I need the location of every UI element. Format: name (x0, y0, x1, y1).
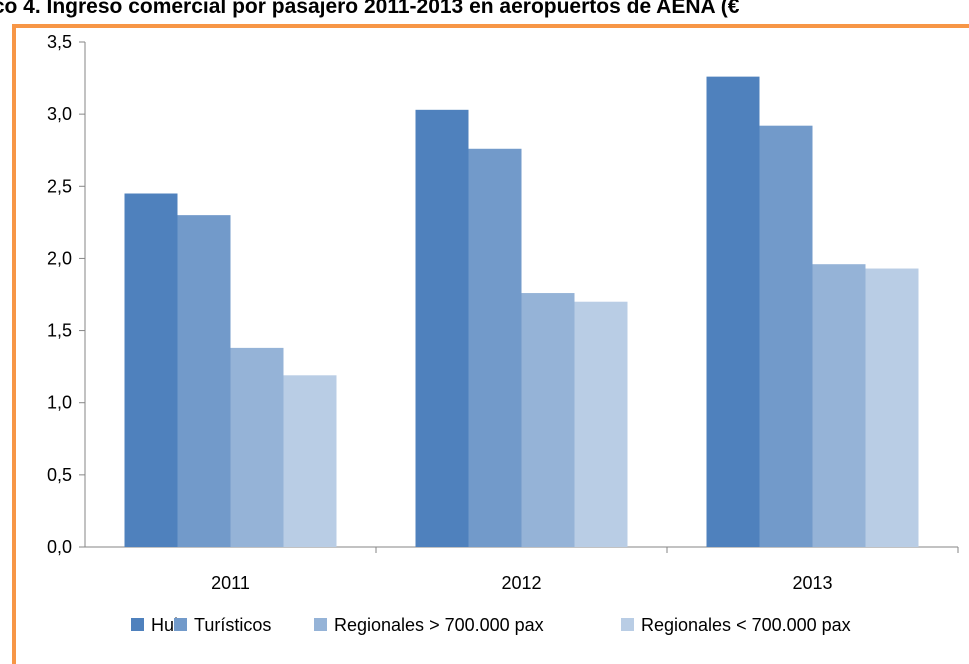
y-tick-label: 2,5 (47, 176, 72, 196)
legend-label-1: Turísticos (194, 615, 271, 635)
legend-swatch-1 (174, 618, 187, 631)
bar-2012-3 (574, 301, 628, 547)
y-tick-label: 0,0 (47, 537, 72, 557)
chart-title: fico 4. Ingreso comercial por pasajero 2… (0, 0, 740, 18)
y-tick-label: 1,5 (47, 321, 72, 341)
bar-2011-0 (124, 193, 178, 547)
legend-label-2: Regionales > 700.000 pax (334, 615, 544, 635)
bar-2012-2 (521, 293, 575, 547)
y-tick-label: 2,0 (47, 248, 72, 268)
legend-label-3: Regionales < 700.000 pax (641, 615, 851, 635)
bar-2013-3 (865, 268, 919, 547)
legend-swatch-3 (621, 618, 634, 631)
x-tick-label: 2012 (501, 573, 541, 593)
chart-title-strip: fico 4. Ingreso comercial por pasajero 2… (0, 0, 969, 26)
bar-2013-0 (706, 76, 760, 547)
y-tick-label: 0,5 (47, 465, 72, 485)
x-tick-label: 2013 (792, 573, 832, 593)
x-tick-label: 2011 (211, 573, 250, 593)
y-tick-label: 3,5 (47, 32, 72, 52)
bar-2011-2 (230, 347, 284, 547)
bar-2011-3 (283, 375, 337, 547)
y-tick-label: 3,0 (47, 104, 72, 124)
y-tick-label: 1,0 (47, 393, 72, 413)
bar-2011-1 (177, 215, 231, 547)
chart-frame (12, 24, 969, 664)
bar-2012-0 (415, 109, 469, 548)
bar-2012-1 (468, 148, 522, 547)
legend-swatch-0 (131, 618, 144, 631)
bar-2013-2 (812, 264, 866, 547)
bar-2013-1 (759, 125, 813, 547)
legend-swatch-2 (314, 618, 327, 631)
